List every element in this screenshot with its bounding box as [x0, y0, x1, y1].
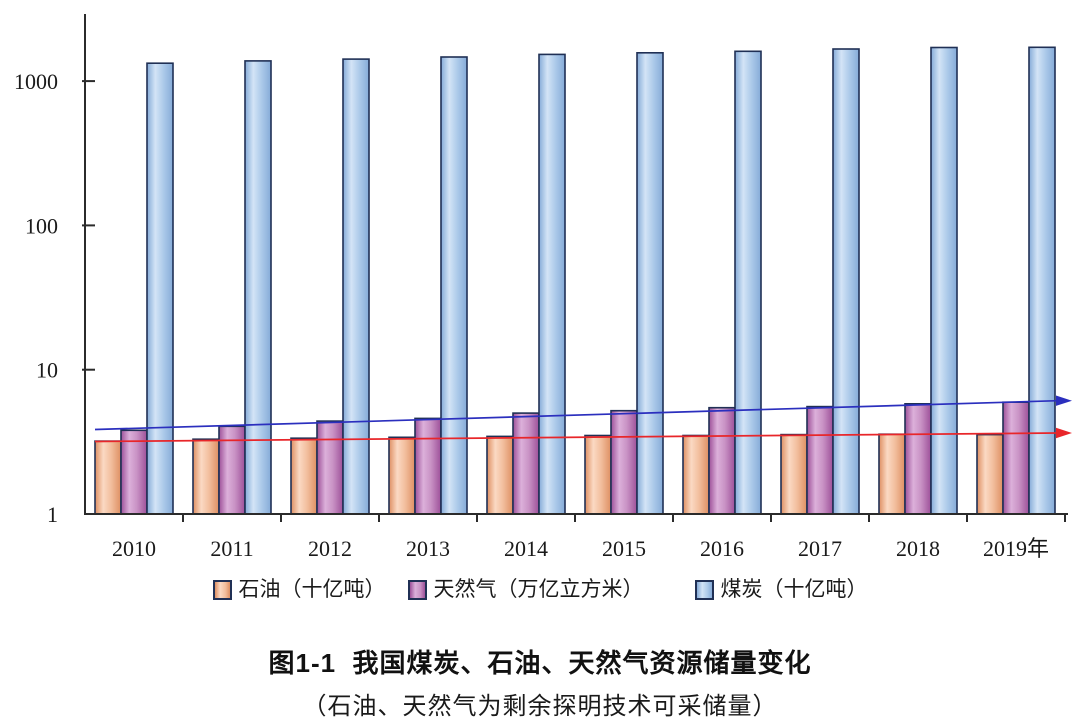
bar-gas-2012: [316, 420, 344, 515]
bar-gas-2016: [708, 406, 736, 515]
bar-oil-2012: [290, 437, 318, 515]
figure-subtitle: （石油、天然气为剩余探明技术可采储量）: [302, 694, 778, 720]
legend-swatch-oil: [212, 579, 232, 600]
bar-gas-2014: [512, 412, 540, 515]
bar-gas-2018: [904, 402, 932, 515]
bar-coal-2014: [538, 53, 566, 515]
bar-coal-2010: [146, 62, 174, 515]
x-category-label-2012: 2012: [308, 536, 352, 561]
legend-item-coal: 煤炭（十亿吨）: [694, 577, 868, 601]
bar-oil-2014: [486, 435, 514, 515]
bar-coal-2012: [342, 58, 370, 515]
x-category-label-2017: 2017: [798, 536, 842, 561]
chart-legend: 石油（十亿吨） 天然气（万亿立方米） 煤炭（十亿吨）: [0, 579, 1080, 600]
legend-label-oil: 石油（十亿吨）: [238, 577, 386, 601]
bar-gas-2010: [120, 429, 148, 515]
bar-gas-2015: [610, 409, 638, 515]
bar-oil-2018: [878, 433, 906, 515]
y-tick-label-1: 1: [47, 502, 58, 527]
bar-oil-2017: [780, 433, 808, 515]
legend-swatch-gas: [407, 579, 427, 600]
x-category-label-2015: 2015: [602, 536, 646, 561]
y-tick-label-1000: 1000: [14, 69, 58, 94]
oil-trend-arrowhead: [1056, 427, 1072, 439]
bar-coal-2019年: [1028, 46, 1056, 515]
y-tick-label-100: 100: [25, 213, 58, 238]
bar-oil-2010: [94, 440, 122, 515]
reserves-log-bar-chart: 1 10 100 1000 2010 2011 2012 2013 2014 2015 2016 20…: [14, 14, 1072, 561]
bar-oil-2016: [682, 434, 710, 515]
gas-trend-line: [94, 399, 1059, 431]
x-category-label-2018: 2018: [896, 536, 940, 561]
x-category-label-2014: 2014: [504, 536, 548, 561]
bar-oil-2011: [192, 438, 220, 515]
bar-gas-2017: [806, 405, 834, 515]
legend-item-oil: 石油（十亿吨）: [212, 577, 386, 601]
x-category-label-2019: 2019年: [983, 536, 1049, 561]
x-category-label-2013: 2013: [406, 536, 450, 561]
figure-title: 图1-1 我国煤炭、石油、天然气资源储量变化: [268, 648, 812, 678]
bar-gas-2013: [414, 417, 442, 515]
oil-trend-line: [94, 432, 1059, 443]
bar-coal-2013: [440, 56, 468, 515]
legend-label-gas: 天然气（万亿立方米）: [433, 577, 644, 601]
x-category-label-2010: 2010: [112, 536, 156, 561]
bar-coal-2018: [930, 46, 958, 515]
bar-coal-2017: [832, 48, 860, 515]
bar-oil-2019年: [976, 433, 1004, 515]
bar-gas-2019年: [1002, 401, 1030, 515]
bar-coal-2011: [244, 60, 272, 515]
bar-oil-2015: [584, 434, 612, 515]
legend-swatch-coal: [694, 579, 714, 600]
bar-oil-2013: [388, 436, 416, 515]
legend-label-coal: 煤炭（十亿吨）: [720, 577, 868, 601]
x-category-label-2011: 2011: [210, 536, 253, 561]
x-category-label-2016: 2016: [700, 536, 744, 561]
gas-trend-arrowhead: [1056, 395, 1072, 406]
legend-item-gas: 天然气（万亿立方米）: [407, 577, 644, 601]
bar-coal-2016: [734, 50, 762, 515]
y-tick-label-10: 10: [36, 358, 58, 383]
bar-coal-2015: [636, 51, 664, 515]
